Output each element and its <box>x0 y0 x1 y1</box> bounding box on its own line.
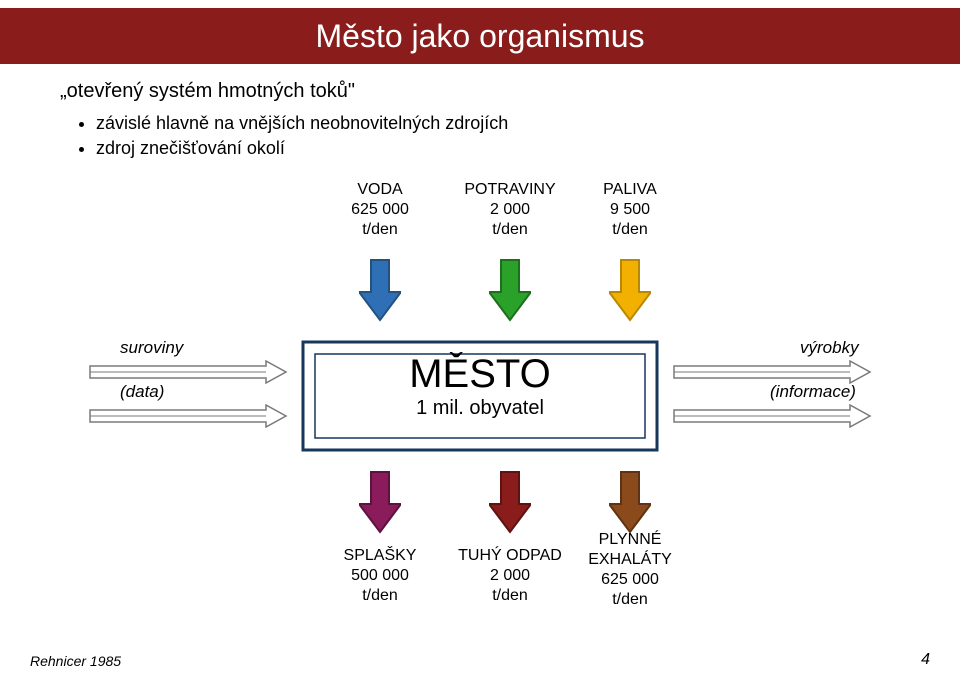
page-number: 4 <box>921 651 930 669</box>
mesto-title: MĚSTO <box>301 340 659 397</box>
input-name: POTRAVINY <box>440 180 580 200</box>
mesto-box: MĚSTO 1 mil. obyvatel <box>301 340 659 452</box>
slide-title: Město jako organismus <box>315 18 644 55</box>
arrow-exhalaty-icon <box>609 470 651 534</box>
arrow-splasky-icon <box>359 470 401 534</box>
input-value: 625 000 <box>310 200 450 220</box>
source-citation: Rehnicer 1985 <box>30 653 121 669</box>
input-value: 2 000 <box>440 200 580 220</box>
input-name: VODA <box>310 180 450 200</box>
arrow-tuhy-icon <box>489 470 531 534</box>
mesto-subtitle: 1 mil. obyvatel <box>301 397 659 420</box>
quote-line: „otevřený systém hmotných toků" <box>60 80 920 103</box>
flow-label-vyrobky: výrobky <box>800 338 859 358</box>
input-voda-label: VODA 625 000 t/den <box>310 180 450 240</box>
input-paliva-label: PALIVA 9 500 t/den <box>560 180 700 240</box>
input-value: 9 500 <box>560 200 700 220</box>
arrow-potraviny-icon <box>489 258 531 322</box>
flow-label-data: (data) <box>120 382 164 402</box>
slide-body: „otevřený systém hmotných toků" závislé … <box>60 80 920 161</box>
input-unit: t/den <box>310 220 450 240</box>
input-unit: t/den <box>440 220 580 240</box>
input-potraviny-label: POTRAVINY 2 000 t/den <box>440 180 580 240</box>
title-bar: Město jako organismus <box>0 8 960 64</box>
flow-arrow-data-icon <box>88 404 288 428</box>
output-splasky-label: SPLAŠKY 500 000 t/den <box>305 546 455 606</box>
bullet-item: závislé hlavně na vnějších neobnovitelný… <box>96 111 920 136</box>
flow-label-suroviny: suroviny <box>120 338 183 358</box>
output-value: 625 000 <box>555 570 705 590</box>
flow-arrow-vyrobky-icon <box>672 360 872 384</box>
arrow-voda-icon <box>359 258 401 322</box>
input-unit: t/den <box>560 220 700 240</box>
output-name: SPLAŠKY <box>305 546 455 566</box>
flow-arrow-informace-icon <box>672 404 872 428</box>
flow-arrow-suroviny-icon <box>88 360 288 384</box>
output-value: 500 000 <box>305 566 455 586</box>
input-name: PALIVA <box>560 180 700 200</box>
output-exhalaty-label: PLYNNÉ EXHALÁTY 625 000 t/den <box>555 530 705 610</box>
arrow-paliva-icon <box>609 258 651 322</box>
bullet-list: závislé hlavně na vnějších neobnovitelný… <box>96 111 920 161</box>
output-name-line2: EXHALÁTY <box>555 550 705 570</box>
output-unit: t/den <box>305 586 455 606</box>
flow-label-informace: (informace) <box>770 382 856 402</box>
output-name-line1: PLYNNÉ <box>555 530 705 550</box>
output-unit: t/den <box>555 590 705 610</box>
bullet-item: zdroj znečišťování okolí <box>96 136 920 161</box>
